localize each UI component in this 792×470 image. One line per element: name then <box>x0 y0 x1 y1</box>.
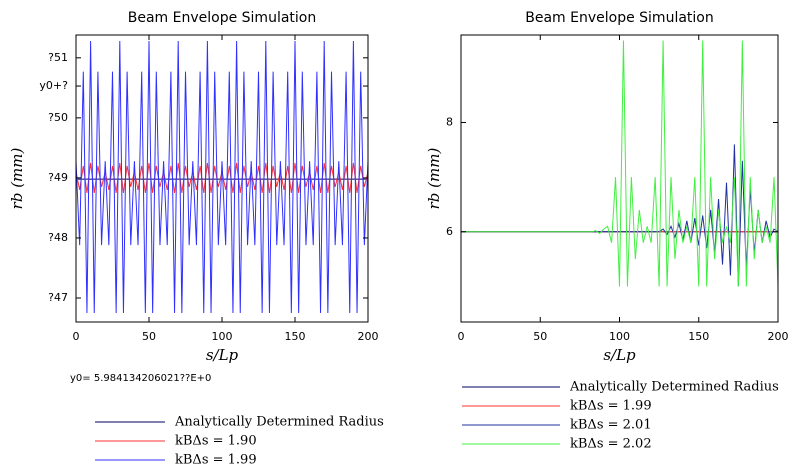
x-axis-label: s/Lp <box>206 346 239 364</box>
y-tick-label: y0+? <box>39 79 68 92</box>
x-tick-label: 100 <box>609 330 630 343</box>
legend-label: kBΔs = 2.02 <box>570 437 652 452</box>
x-tick-label: 150 <box>285 330 306 343</box>
y-axis-label: rb (mm) <box>8 148 26 210</box>
x-tick-label: 200 <box>768 330 789 343</box>
y-tick-label: ?51 <box>48 51 68 64</box>
y-axis-label: rb (mm) <box>425 148 443 210</box>
legend-label: kBΔs = 1.99 <box>570 399 652 414</box>
x-tick-label: 50 <box>533 330 547 343</box>
y-tick-label: ?50 <box>48 111 68 124</box>
legend-label: kBΔs = 1.99 <box>175 453 257 468</box>
y-tick-label: ?49 <box>48 171 68 184</box>
y-tick-label: 6 <box>446 225 453 238</box>
x-tick-label: 150 <box>688 330 709 343</box>
x-tick-label: 100 <box>212 330 233 343</box>
x-tick-label: 200 <box>358 330 379 343</box>
annotation: y0= 5.984134206021??E+0 <box>70 373 211 384</box>
y-tick-label: ?47 <box>48 291 68 304</box>
legend-label: Analytically Determined Radius <box>569 380 779 395</box>
series-line <box>461 40 778 287</box>
x-tick-label: 0 <box>458 330 465 343</box>
y-tick-label: ?48 <box>48 231 68 244</box>
chart-title: Beam Envelope Simulation <box>525 10 713 26</box>
x-axis-label: s/Lp <box>603 346 636 364</box>
series-line <box>76 40 368 313</box>
y-tick-label: 8 <box>446 115 453 128</box>
legend-label: kBΔs = 1.90 <box>175 434 257 449</box>
legend-label: Analytically Determined Radius <box>174 415 384 430</box>
chart-title: Beam Envelope Simulation <box>128 10 316 26</box>
legend-label: kBΔs = 2.01 <box>570 418 652 433</box>
x-tick-label: 0 <box>73 330 80 343</box>
x-tick-label: 50 <box>142 330 156 343</box>
plot-area <box>461 40 778 287</box>
plot-area <box>76 40 368 313</box>
